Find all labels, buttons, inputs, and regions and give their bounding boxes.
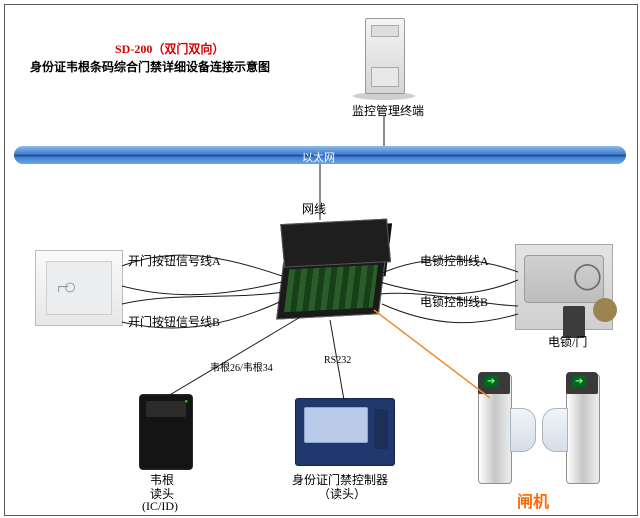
wires: [4, 4, 636, 514]
